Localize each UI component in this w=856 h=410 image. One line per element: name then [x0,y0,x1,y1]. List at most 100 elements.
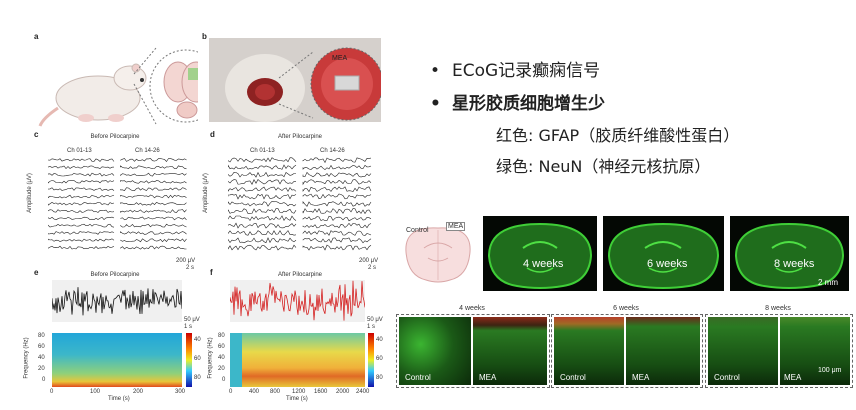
panel-f-trace [230,280,365,322]
trace-line [302,179,372,186]
panel-f-spectrogram [230,333,365,387]
trace-line [302,164,372,170]
trace-line [48,223,115,228]
panel-e-xtick-0: 0 [50,389,54,395]
trace-line [302,208,372,215]
trace-line [120,238,187,243]
panel-e-colorbar [186,333,192,387]
mag-8-weeks: Control MEA 100 μm [705,314,853,388]
section-4-weeks-label: 4 weeks [523,258,564,270]
panel-f-ytick-4: 0 [222,377,226,383]
trace-line [48,187,115,191]
schematic-mea-label: MEA [446,222,466,231]
mag-4-weeks: Control MEA [396,314,550,388]
section-8-weeks: 8 weeks 2 mm [730,216,849,291]
section-6-weeks-tissue [607,222,720,289]
trace-line [302,193,372,200]
mag-6-weeks: Control MEA [551,314,703,388]
panel-e-cbar-2: 80 [194,375,201,381]
mag-8-weeks-mea-label: MEA [784,373,802,382]
trace-line [120,216,187,221]
surgery-photo [209,38,381,122]
panel-f-xlabel: Time (s) [286,396,308,402]
panel-e-title: Before Pilocarpine [90,272,140,278]
trace-line [120,223,187,228]
mag-4-weeks-control-label: Control [405,373,431,382]
panel-e-scale-v: 50 μV [184,317,200,323]
mag-4-weeks-mea [473,317,547,385]
trace-line [48,158,115,162]
trace-line [302,186,372,193]
schematic-control-label: Control [406,227,429,234]
mea-label: MEA [332,55,348,62]
trace-line [48,231,115,235]
trace-line [228,222,297,229]
rat-brain-illustration [38,47,198,127]
section-8-weeks-tissue [734,222,845,289]
trace-line [302,230,372,236]
mag-8-weeks-control [708,317,778,385]
panel-f-cbar-0: 40 [376,337,383,343]
trace-line [302,200,372,207]
trace-line [228,179,296,185]
panel-d-ch2: Ch 14-26 [320,148,345,154]
panel-f-xtick-3: 1200 [292,389,306,395]
trace-line [120,158,187,162]
trace-line [48,209,115,213]
panel-label-c: c [34,130,39,139]
bullet-1: • ECoG记录癫痫信号 [430,61,601,81]
trace-line [228,208,297,214]
panel-d-ch1: Ch 01-13 [250,148,275,154]
mag-8-weeks-control-label: Control [714,373,740,382]
trace-line [302,171,372,178]
panel-e-xlabel: Time (s) [108,396,130,402]
trace-line [48,194,115,199]
section-6-weeks: 6 weeks [603,216,724,291]
panel-f-cbar-2: 80 [376,375,383,381]
scale-bar-100um: 100 μm [818,367,842,374]
panel-label-e: e [34,268,39,277]
panel-e-spectrogram [52,333,182,387]
panel-f-xtick-0: 0 [229,389,233,395]
panel-e-cbar-1: 60 [194,356,201,362]
trace-line [120,202,187,206]
brain-schematic [405,227,471,283]
panel-c-ylabel: Amplitude (μV) [26,173,33,213]
panel-e-trace [52,280,182,322]
panel-e-ytick-0: 80 [38,333,45,339]
legend-green-line: 绿色: NeuN（神经元核抗原） [496,157,711,176]
panel-e-xtick-3: 300 [175,389,186,395]
mag-4-weeks-mea-label: MEA [479,373,497,382]
panel-d-title: After Pilocarpine [277,134,323,140]
trace-line [302,237,372,244]
mag-4-weeks-control [399,317,471,385]
mag-4-weeks-title: 4 weeks [459,305,485,312]
panel-f-colorbar [368,333,374,387]
mag-8-weeks-title: 8 weeks [765,305,791,312]
panel-e-xtick-2: 200 [133,389,144,395]
panel-f-xtick-1: 400 [249,389,260,395]
mag-6-weeks-mea [626,317,700,385]
trace-line [228,200,297,207]
section-6-weeks-label: 6 weeks [647,258,688,270]
mag-8-weeks-mea [780,317,850,385]
scale-bar-2mm: 2 mm [818,278,838,287]
trace-line [120,180,187,184]
trace-line [48,202,115,206]
bullet-2-text: 星形胶质细胞增生少 [452,94,605,114]
trace-line [120,231,187,235]
trace-line [120,165,187,170]
trace-line [120,245,187,250]
panel-c-scale-t: 2 s [186,265,195,271]
section-8-weeks-label: 8 weeks [774,258,815,270]
panel-e-ytick-4: 0 [42,377,46,383]
panel-f-ytick-2: 40 [218,355,225,361]
panel-d-ylabel: Amplitude (μV) [202,173,209,213]
trace-line [302,157,372,164]
panel-c-title: Before Pilocarpine [90,134,140,140]
section-4-weeks: 4 weeks [483,216,597,291]
panel-label-a: a [34,32,39,41]
panel-e-ylabel: Frequency (Hz) [23,337,30,379]
panel-d-scale-v: 200 μV [359,258,379,264]
bullet-2: • 星形胶质细胞增生少 [430,94,605,114]
